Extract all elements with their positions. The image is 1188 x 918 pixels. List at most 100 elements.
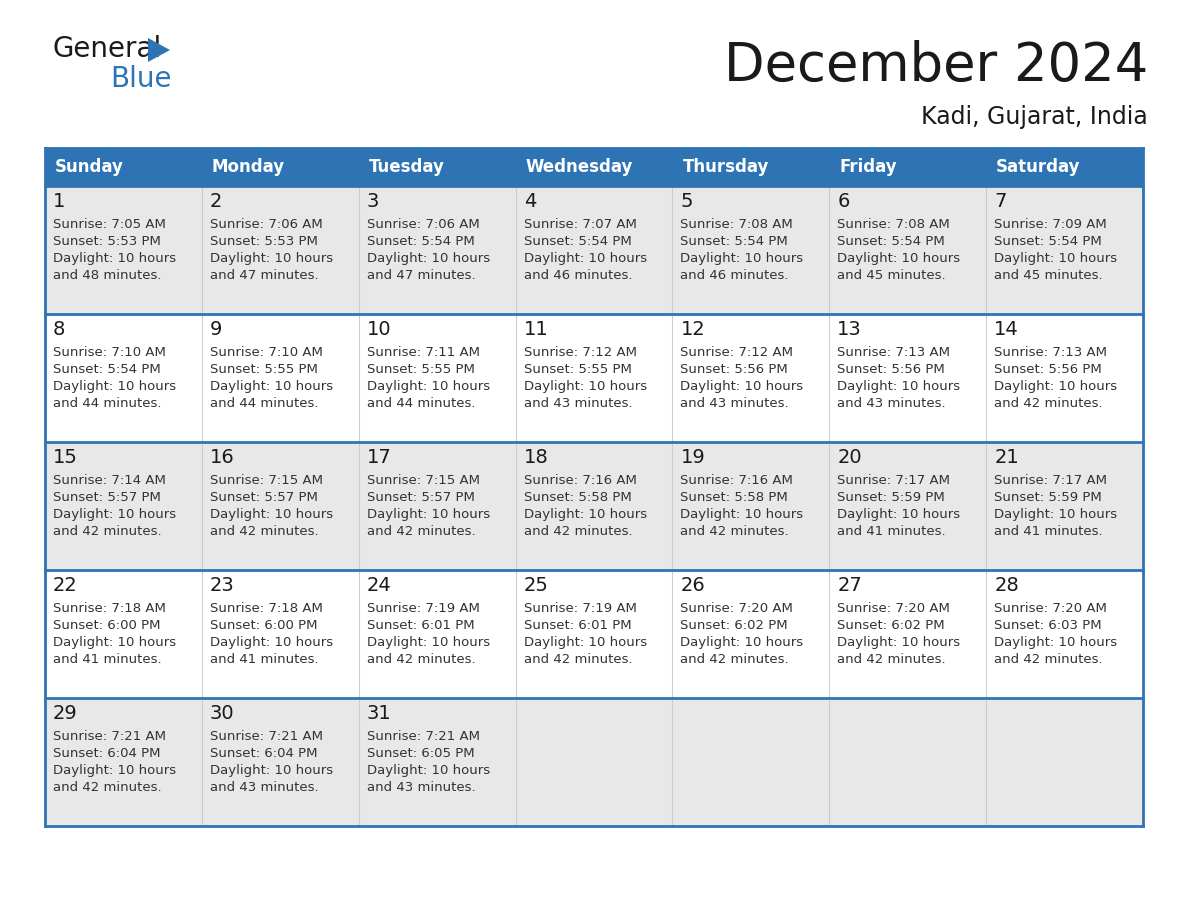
Bar xyxy=(829,442,986,570)
Text: and 46 minutes.: and 46 minutes. xyxy=(681,269,789,282)
Bar xyxy=(986,698,1143,826)
Text: Sunset: 6:04 PM: Sunset: 6:04 PM xyxy=(210,747,317,760)
Text: and 45 minutes.: and 45 minutes. xyxy=(838,269,946,282)
Text: and 42 minutes.: and 42 minutes. xyxy=(838,653,946,666)
Text: Sunrise: 7:17 AM: Sunrise: 7:17 AM xyxy=(838,474,950,487)
Text: and 42 minutes.: and 42 minutes. xyxy=(367,653,475,666)
Text: and 43 minutes.: and 43 minutes. xyxy=(210,781,318,794)
Text: and 45 minutes.: and 45 minutes. xyxy=(994,269,1102,282)
Text: Sunset: 5:59 PM: Sunset: 5:59 PM xyxy=(838,491,944,504)
Text: Sunrise: 7:21 AM: Sunrise: 7:21 AM xyxy=(53,730,166,743)
Text: and 43 minutes.: and 43 minutes. xyxy=(681,397,789,410)
Text: Daylight: 10 hours: Daylight: 10 hours xyxy=(994,636,1117,649)
Text: and 42 minutes.: and 42 minutes. xyxy=(681,525,789,538)
Bar xyxy=(672,698,829,826)
Text: and 42 minutes.: and 42 minutes. xyxy=(681,653,789,666)
Text: Sunrise: 7:15 AM: Sunrise: 7:15 AM xyxy=(210,474,323,487)
Bar xyxy=(986,570,1143,698)
Text: 18: 18 xyxy=(524,448,549,467)
Bar xyxy=(202,698,359,826)
Text: Sunset: 5:56 PM: Sunset: 5:56 PM xyxy=(994,363,1102,376)
Text: 9: 9 xyxy=(210,320,222,339)
Bar xyxy=(516,570,672,698)
Text: Daylight: 10 hours: Daylight: 10 hours xyxy=(994,508,1117,521)
Text: Sunrise: 7:15 AM: Sunrise: 7:15 AM xyxy=(367,474,480,487)
Text: Sunrise: 7:20 AM: Sunrise: 7:20 AM xyxy=(994,602,1107,615)
Text: Sunset: 5:54 PM: Sunset: 5:54 PM xyxy=(994,235,1102,248)
Text: Sunrise: 7:07 AM: Sunrise: 7:07 AM xyxy=(524,218,637,231)
Text: Daylight: 10 hours: Daylight: 10 hours xyxy=(524,508,646,521)
Text: 22: 22 xyxy=(53,576,77,595)
Text: Daylight: 10 hours: Daylight: 10 hours xyxy=(994,380,1117,393)
Text: Daylight: 10 hours: Daylight: 10 hours xyxy=(210,252,333,265)
Text: 31: 31 xyxy=(367,704,392,723)
Bar xyxy=(829,186,986,314)
Text: 2: 2 xyxy=(210,192,222,211)
Text: Daylight: 10 hours: Daylight: 10 hours xyxy=(524,380,646,393)
Bar xyxy=(516,698,672,826)
Bar xyxy=(829,148,986,186)
Text: Sunrise: 7:20 AM: Sunrise: 7:20 AM xyxy=(838,602,950,615)
Text: Daylight: 10 hours: Daylight: 10 hours xyxy=(53,508,176,521)
Text: 17: 17 xyxy=(367,448,392,467)
Bar xyxy=(359,698,516,826)
Bar xyxy=(516,442,672,570)
Bar xyxy=(45,148,202,186)
Bar xyxy=(829,698,986,826)
Text: Daylight: 10 hours: Daylight: 10 hours xyxy=(210,764,333,777)
Bar xyxy=(359,148,516,186)
Text: Sunset: 5:59 PM: Sunset: 5:59 PM xyxy=(994,491,1102,504)
Text: Daylight: 10 hours: Daylight: 10 hours xyxy=(681,508,803,521)
Text: and 42 minutes.: and 42 minutes. xyxy=(994,653,1102,666)
Text: and 42 minutes.: and 42 minutes. xyxy=(53,525,162,538)
Bar xyxy=(45,186,202,314)
Text: Sunrise: 7:09 AM: Sunrise: 7:09 AM xyxy=(994,218,1107,231)
Text: 15: 15 xyxy=(53,448,78,467)
Text: Sunset: 5:58 PM: Sunset: 5:58 PM xyxy=(524,491,631,504)
Bar xyxy=(986,442,1143,570)
Text: Sunset: 5:54 PM: Sunset: 5:54 PM xyxy=(53,363,160,376)
Text: Daylight: 10 hours: Daylight: 10 hours xyxy=(681,252,803,265)
Text: Kadi, Gujarat, India: Kadi, Gujarat, India xyxy=(921,105,1148,129)
Text: and 42 minutes.: and 42 minutes. xyxy=(524,525,632,538)
Text: 29: 29 xyxy=(53,704,77,723)
Text: 20: 20 xyxy=(838,448,862,467)
Text: Sunset: 6:01 PM: Sunset: 6:01 PM xyxy=(524,619,631,632)
Text: 8: 8 xyxy=(53,320,65,339)
Text: Sunrise: 7:05 AM: Sunrise: 7:05 AM xyxy=(53,218,166,231)
Text: 14: 14 xyxy=(994,320,1019,339)
Bar xyxy=(45,570,202,698)
Text: 25: 25 xyxy=(524,576,549,595)
Text: Sunrise: 7:21 AM: Sunrise: 7:21 AM xyxy=(210,730,323,743)
Text: Monday: Monday xyxy=(211,158,285,176)
Text: Sunset: 5:56 PM: Sunset: 5:56 PM xyxy=(838,363,944,376)
Text: Sunrise: 7:08 AM: Sunrise: 7:08 AM xyxy=(838,218,950,231)
Bar xyxy=(516,314,672,442)
Text: 26: 26 xyxy=(681,576,706,595)
Bar xyxy=(829,314,986,442)
Text: Daylight: 10 hours: Daylight: 10 hours xyxy=(838,380,960,393)
Text: and 42 minutes.: and 42 minutes. xyxy=(53,781,162,794)
Text: Sunset: 5:56 PM: Sunset: 5:56 PM xyxy=(681,363,788,376)
Text: Daylight: 10 hours: Daylight: 10 hours xyxy=(53,636,176,649)
Bar xyxy=(202,442,359,570)
Text: Sunset: 6:05 PM: Sunset: 6:05 PM xyxy=(367,747,474,760)
Text: and 42 minutes.: and 42 minutes. xyxy=(367,525,475,538)
Text: 13: 13 xyxy=(838,320,862,339)
Text: Daylight: 10 hours: Daylight: 10 hours xyxy=(838,636,960,649)
Bar xyxy=(672,148,829,186)
Text: Sunrise: 7:13 AM: Sunrise: 7:13 AM xyxy=(994,346,1107,359)
Text: Sunrise: 7:13 AM: Sunrise: 7:13 AM xyxy=(838,346,950,359)
Text: and 48 minutes.: and 48 minutes. xyxy=(53,269,162,282)
Text: Sunset: 5:54 PM: Sunset: 5:54 PM xyxy=(367,235,474,248)
Text: Daylight: 10 hours: Daylight: 10 hours xyxy=(524,252,646,265)
Bar xyxy=(516,186,672,314)
Text: and 44 minutes.: and 44 minutes. xyxy=(210,397,318,410)
Text: Sunset: 5:55 PM: Sunset: 5:55 PM xyxy=(367,363,474,376)
Text: Daylight: 10 hours: Daylight: 10 hours xyxy=(210,508,333,521)
Text: Sunrise: 7:08 AM: Sunrise: 7:08 AM xyxy=(681,218,794,231)
Bar xyxy=(359,314,516,442)
Text: Daylight: 10 hours: Daylight: 10 hours xyxy=(367,380,489,393)
Text: Sunset: 5:54 PM: Sunset: 5:54 PM xyxy=(838,235,944,248)
Text: Daylight: 10 hours: Daylight: 10 hours xyxy=(53,764,176,777)
